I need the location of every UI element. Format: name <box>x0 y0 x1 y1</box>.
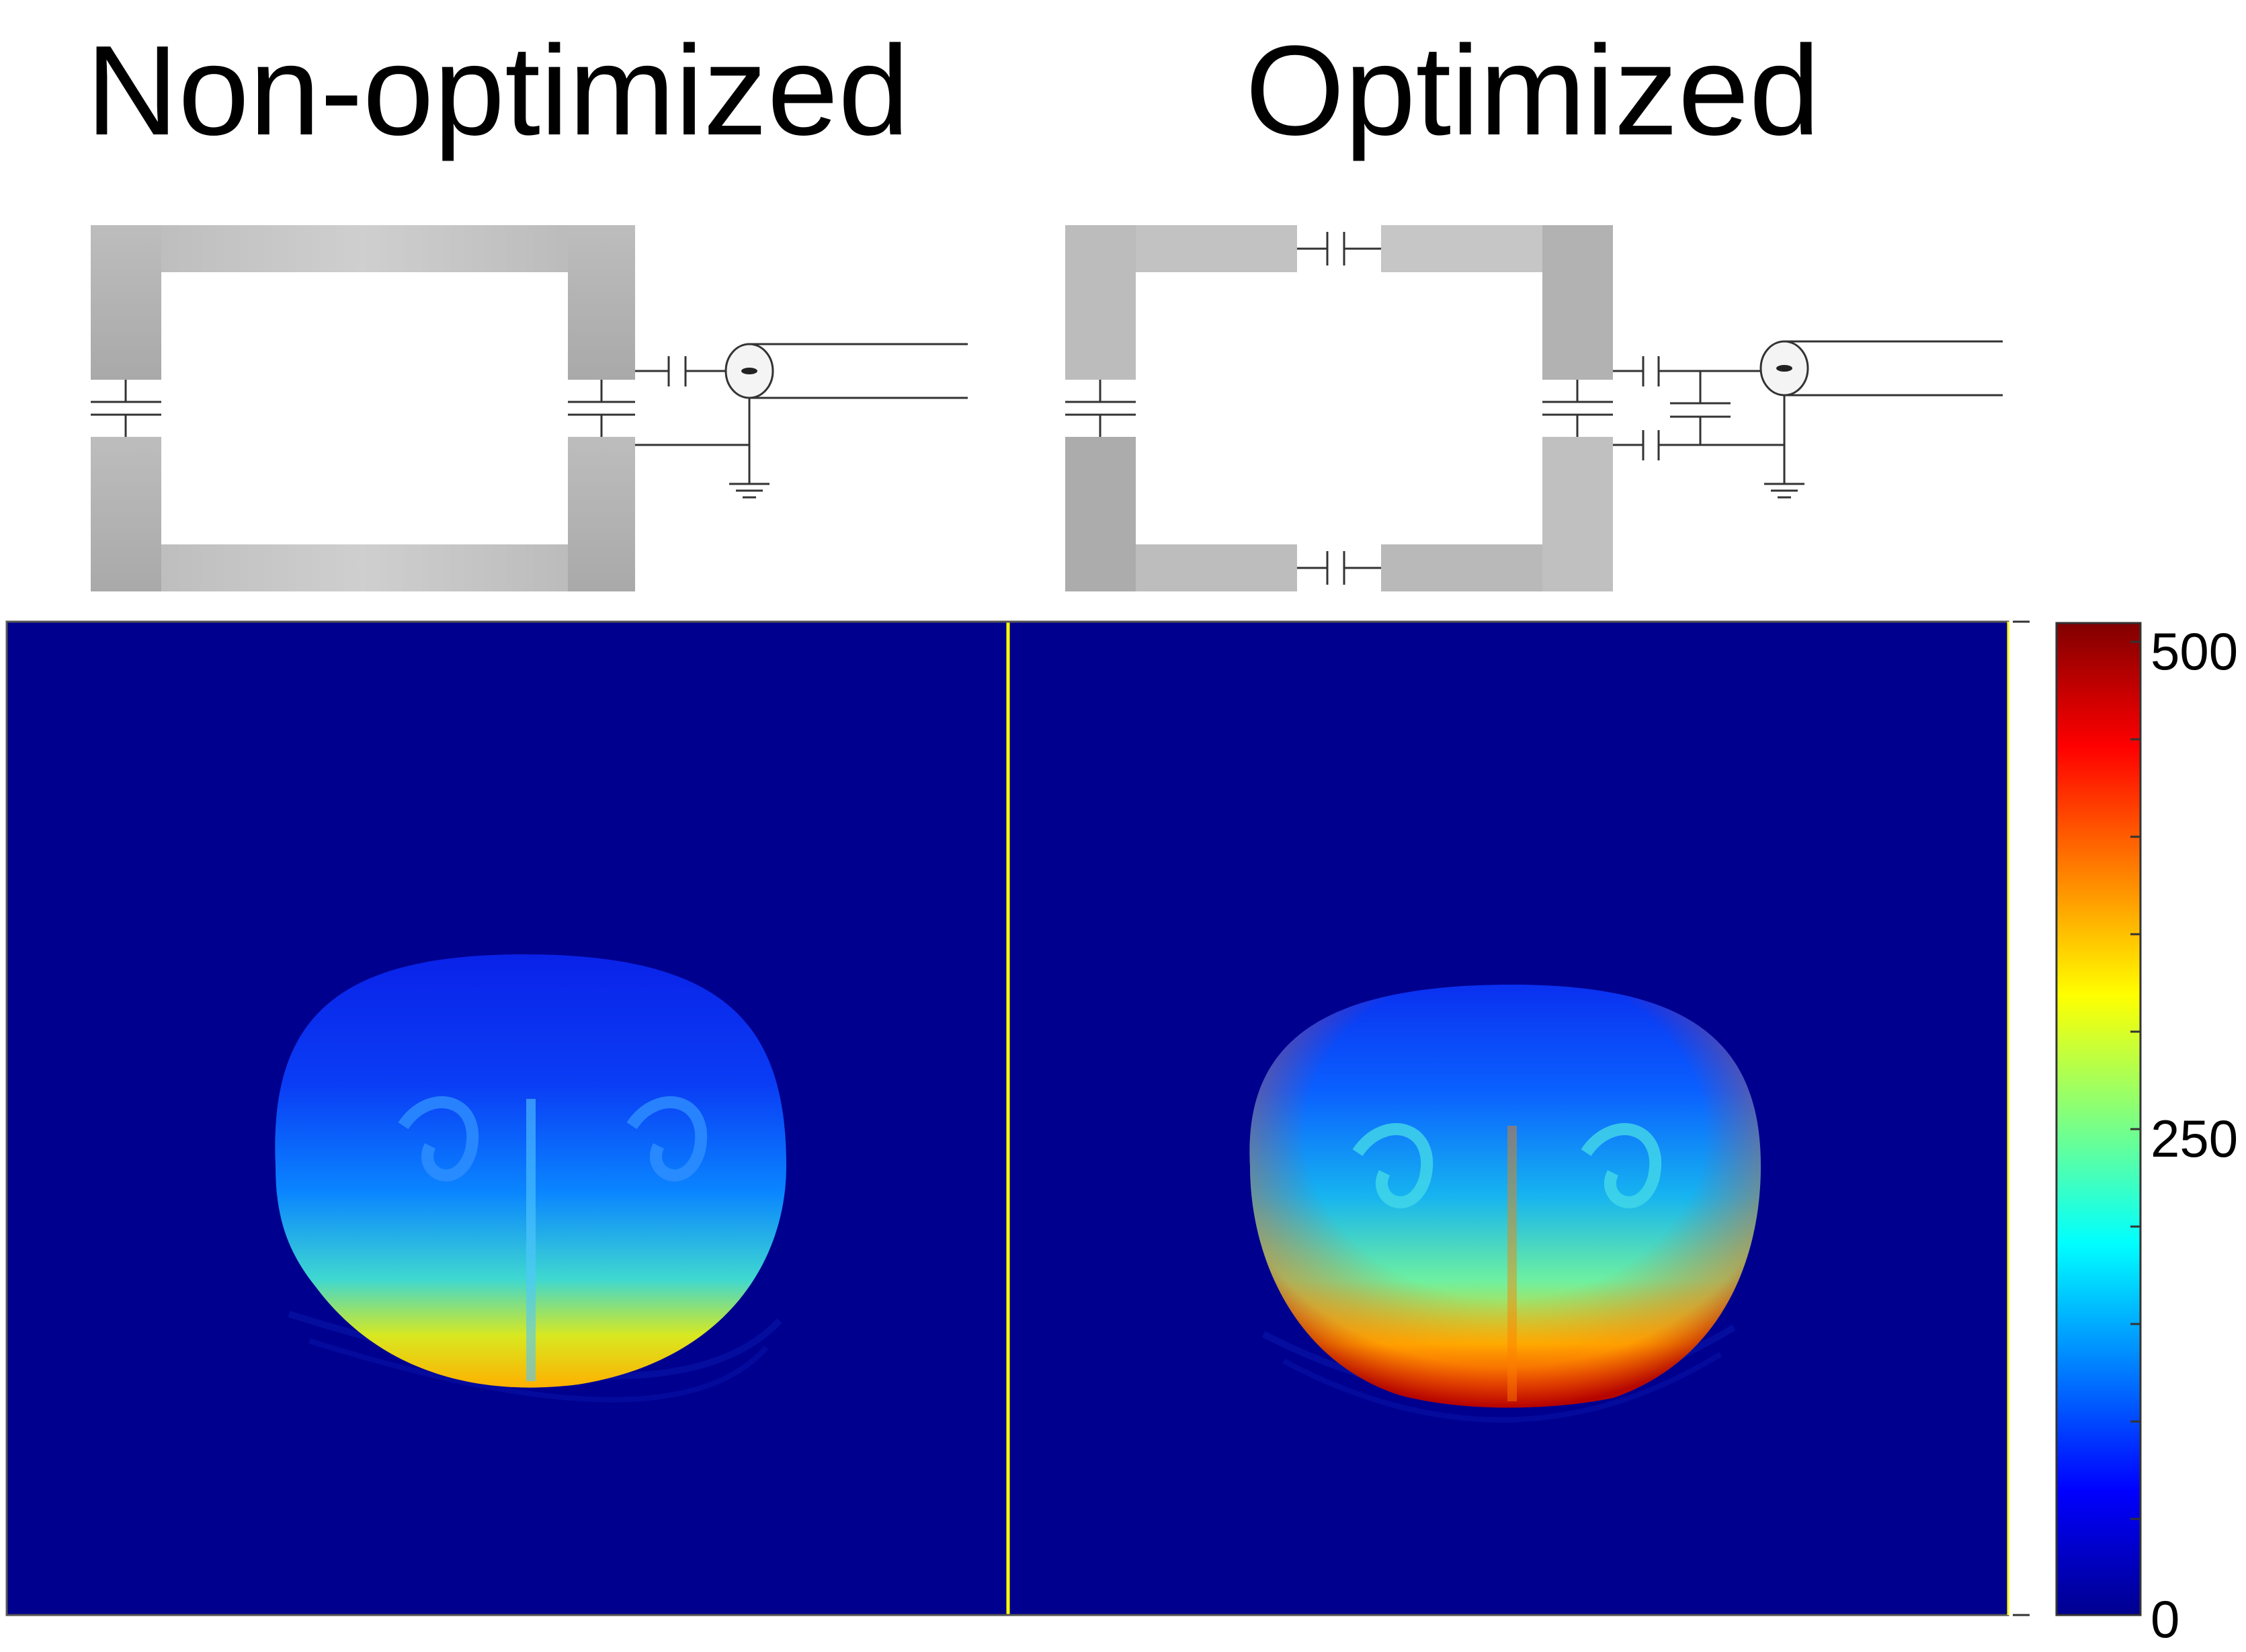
colorbar-ticks <box>2130 641 2140 1520</box>
coil-conductor-left <box>91 225 635 591</box>
coil-diagram-optimized <box>1065 225 2003 591</box>
coil-conductor-right <box>1065 225 1613 591</box>
field-maps <box>5 620 2142 1616</box>
colorbar-max-label: 500 <box>2151 622 2239 681</box>
circuit-lines-right <box>1065 232 2003 585</box>
title-optimized: Optimized <box>1245 19 1821 162</box>
title-non-optimized: Non-optimized <box>86 19 909 162</box>
colorbar-mid-label: 250 <box>2151 1109 2239 1168</box>
colorbar-min-label: 0 <box>2151 1589 2180 1649</box>
field-map-non-optimized <box>7 622 1008 1615</box>
circuit-lines-left <box>91 343 968 499</box>
colorbar <box>2055 622 2142 1616</box>
field-map-optimized <box>1008 622 2008 1615</box>
coil-diagram-non-optimized <box>91 225 968 591</box>
